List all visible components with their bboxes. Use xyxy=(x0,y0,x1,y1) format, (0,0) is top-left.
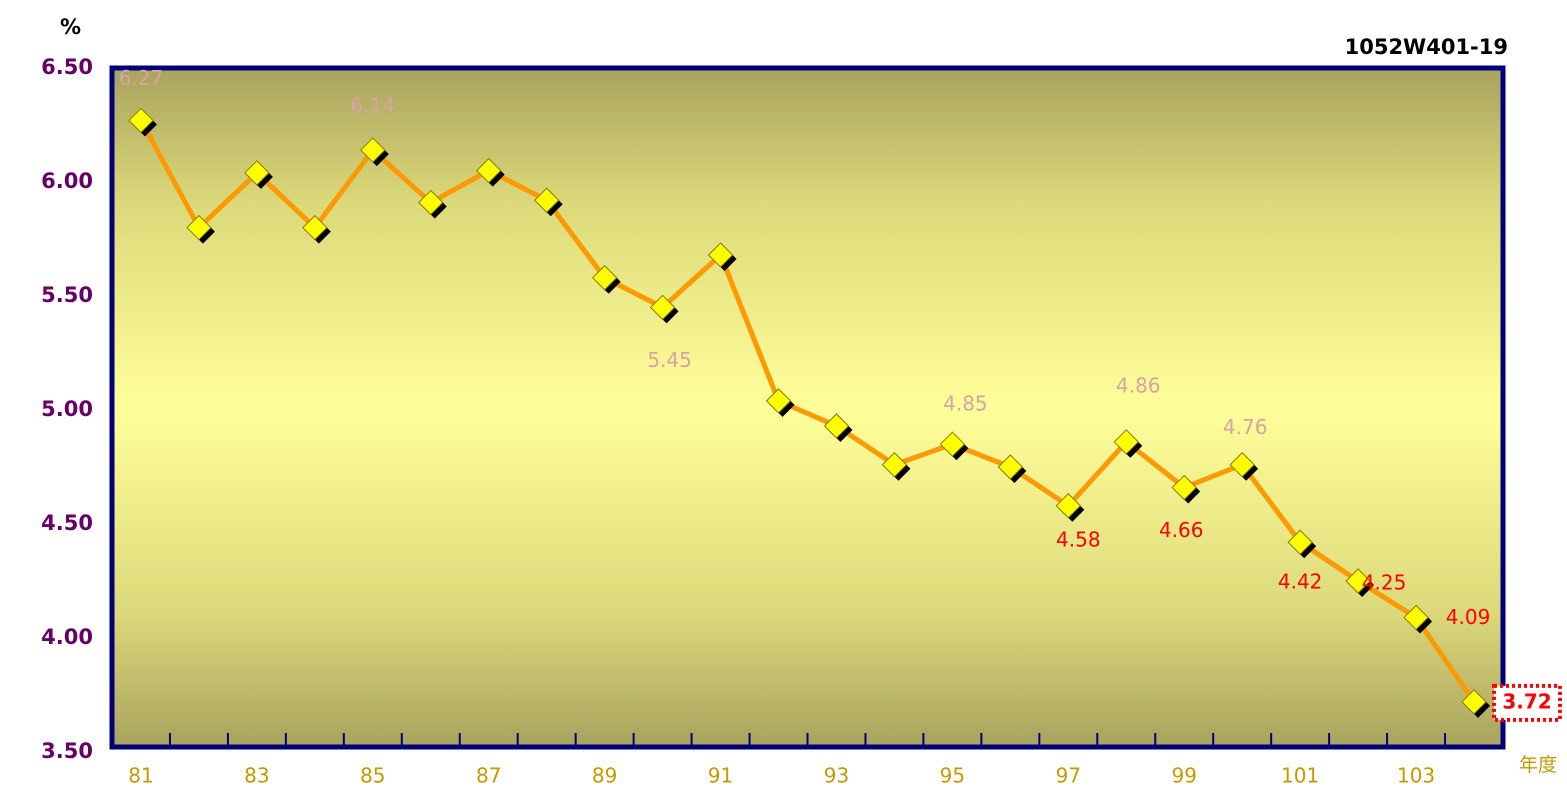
y-axis-label: % xyxy=(60,15,81,39)
value-label: 4.86 xyxy=(1116,373,1161,397)
marker xyxy=(1113,429,1139,455)
marker xyxy=(649,294,676,321)
value-label: 3.72 xyxy=(1502,689,1551,713)
marker xyxy=(476,157,502,184)
value-label: 4.58 xyxy=(1056,527,1101,551)
y-tick-label: 5.50 xyxy=(41,283,93,307)
marker xyxy=(1461,689,1487,715)
marker xyxy=(1403,604,1429,631)
value-label: 6.14 xyxy=(351,94,396,118)
marker xyxy=(997,454,1024,480)
annotation: 1052W401-19 xyxy=(1345,35,1508,59)
value-label: 4.25 xyxy=(1362,571,1407,595)
x-tick-label: 91 xyxy=(708,764,733,788)
value-label: 4.85 xyxy=(943,392,988,416)
marker xyxy=(533,187,560,213)
y-tick-label: 4.00 xyxy=(41,625,93,649)
value-label: 4.76 xyxy=(1223,415,1268,439)
marker xyxy=(707,242,734,268)
y-tick-label: 6.00 xyxy=(41,169,93,193)
x-tick-label: 95 xyxy=(940,764,965,788)
value-label: 4.42 xyxy=(1278,570,1323,594)
marker xyxy=(302,214,328,241)
x-axis-label: 年度 xyxy=(1519,754,1557,776)
y-tick-label: 4.50 xyxy=(41,511,93,535)
x-tick-label: 93 xyxy=(824,764,849,788)
marker xyxy=(591,265,618,291)
marker xyxy=(244,160,270,186)
x-tick-label: 99 xyxy=(1172,764,1197,788)
x-tick-label: 87 xyxy=(476,764,501,788)
x-tick-label: 101 xyxy=(1281,764,1319,788)
marker xyxy=(1287,529,1313,555)
marker xyxy=(1229,452,1255,478)
value-label: 4.09 xyxy=(1446,605,1491,629)
marker xyxy=(1171,474,1197,501)
marker xyxy=(939,431,966,457)
series-line xyxy=(138,119,1477,704)
value-label-box xyxy=(1492,683,1563,722)
y-tick-label: 6.50 xyxy=(41,55,93,79)
value-label: 5.45 xyxy=(647,348,692,372)
x-tick-label: 89 xyxy=(592,764,617,788)
marker xyxy=(1345,568,1371,594)
x-tick-label: 81 xyxy=(128,764,153,788)
x-tick-label: 85 xyxy=(360,764,385,788)
marker xyxy=(765,388,792,414)
plot-area xyxy=(109,65,1506,750)
x-tick-label: 97 xyxy=(1056,764,1081,788)
marker xyxy=(881,452,908,478)
y-tick-label: 3.50 xyxy=(41,739,93,763)
value-label: 4.66 xyxy=(1159,518,1204,542)
x-tick-label: 103 xyxy=(1397,764,1435,788)
marker xyxy=(418,189,444,216)
marker xyxy=(823,413,850,439)
marker xyxy=(360,137,386,163)
x-tick-label: 83 xyxy=(244,764,269,788)
value-label: 6.27 xyxy=(119,66,164,90)
y-tick-label: 5.00 xyxy=(41,397,93,421)
marker xyxy=(186,214,212,241)
marker xyxy=(128,107,154,134)
marker xyxy=(1055,493,1082,519)
